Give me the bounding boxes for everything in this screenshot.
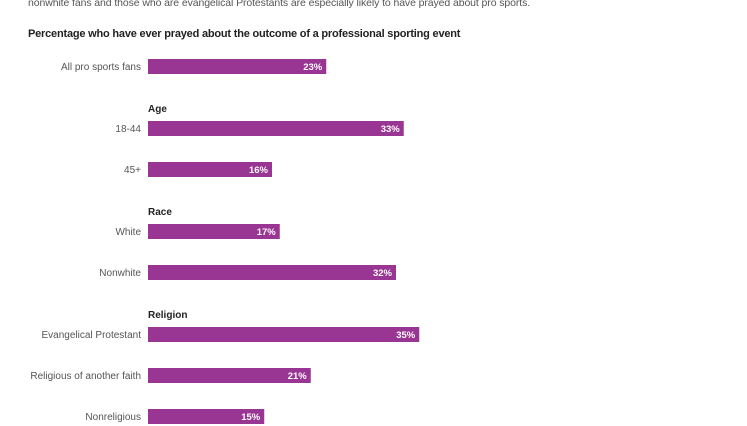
value-label: 21% — [288, 371, 308, 382]
bar — [148, 121, 404, 136]
bar — [148, 265, 396, 280]
category-label: 45+ — [124, 165, 141, 176]
category-label: Nonreligious — [85, 412, 141, 423]
value-label: 33% — [381, 124, 401, 135]
bar — [148, 409, 265, 424]
category-label: Evangelical Protestant — [41, 330, 141, 341]
value-label: 16% — [249, 165, 269, 176]
intro-text: nonwhite fans and those who are evangeli… — [28, 0, 531, 9]
category-label: Religious of another faith — [30, 371, 141, 382]
category-label: White — [115, 227, 141, 238]
value-label: 15% — [241, 412, 261, 423]
bar — [148, 224, 280, 239]
bar — [148, 368, 311, 383]
value-label: 35% — [396, 330, 416, 341]
value-label: 17% — [257, 227, 277, 238]
value-label: 32% — [373, 268, 393, 279]
group-header: Religion — [148, 310, 187, 321]
category-label: All pro sports fans — [61, 62, 141, 73]
group-header: Age — [148, 104, 167, 115]
category-label: 18-44 — [115, 124, 141, 135]
bar — [148, 162, 272, 177]
group-header: Race — [148, 207, 172, 218]
bar — [148, 59, 327, 74]
bar — [148, 327, 420, 342]
category-label: Nonwhite — [99, 268, 141, 279]
value-label: 23% — [303, 62, 323, 73]
chart-subtitle: Percentage who have ever prayed about th… — [28, 28, 461, 40]
